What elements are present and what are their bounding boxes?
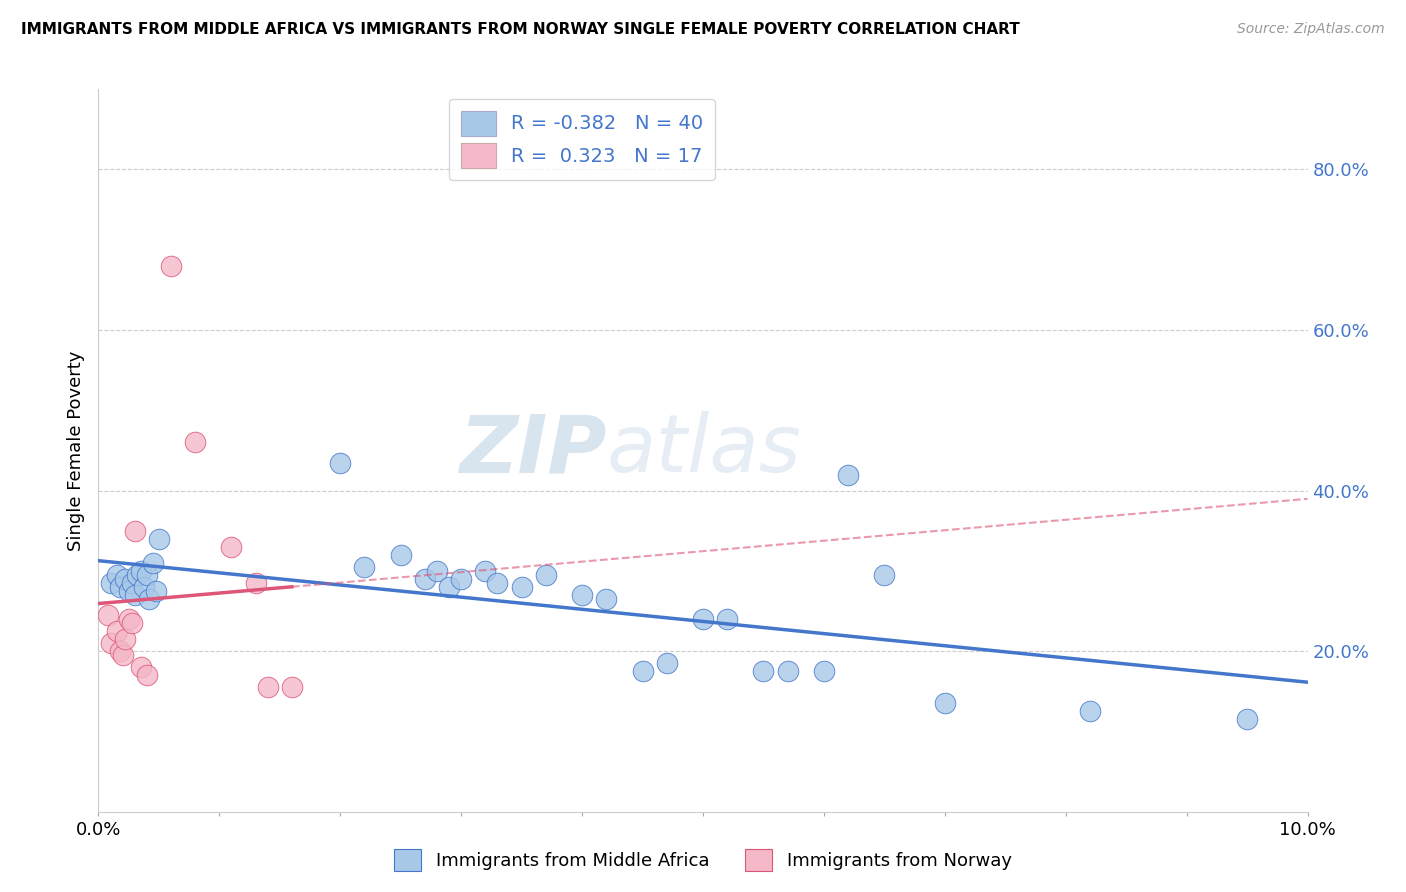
Point <box>873 568 896 582</box>
Point <box>437 580 460 594</box>
Point <box>111 648 134 662</box>
Text: IMMIGRANTS FROM MIDDLE AFRICA VS IMMIGRANTS FROM NORWAY SINGLE FEMALE POVERTY CO: IMMIGRANTS FROM MIDDLE AFRICA VS IMMIGRA… <box>21 22 1019 37</box>
Point <box>138 592 160 607</box>
Y-axis label: Single Female Poverty: Single Female Poverty <box>66 351 84 550</box>
Point <box>534 568 557 582</box>
Point <box>145 583 167 598</box>
Point <box>389 548 412 562</box>
Point <box>426 564 449 578</box>
Point <box>1236 712 1258 726</box>
Text: atlas: atlas <box>606 411 801 490</box>
Point <box>776 664 799 679</box>
Point <box>124 524 146 538</box>
Point <box>329 455 352 469</box>
Point <box>97 608 120 623</box>
Point <box>245 576 267 591</box>
Legend: R = -0.382   N = 40, R =  0.323   N = 17: R = -0.382 N = 40, R = 0.323 N = 17 <box>449 99 716 180</box>
Point <box>100 576 122 591</box>
Point <box>655 657 678 671</box>
Point <box>129 660 152 674</box>
Legend: Immigrants from Middle Africa, Immigrants from Norway: Immigrants from Middle Africa, Immigrant… <box>387 842 1019 879</box>
Point <box>127 568 149 582</box>
Point <box>184 435 207 450</box>
Point <box>486 576 509 591</box>
Point <box>135 568 157 582</box>
Point <box>160 259 183 273</box>
Point <box>108 644 131 658</box>
Point <box>716 612 738 626</box>
Point <box>134 580 156 594</box>
Point <box>105 568 128 582</box>
Point <box>256 680 278 694</box>
Text: ZIP: ZIP <box>458 411 606 490</box>
Point <box>692 612 714 626</box>
Point <box>129 564 152 578</box>
Point <box>510 580 533 594</box>
Point <box>124 588 146 602</box>
Point <box>148 532 170 546</box>
Point <box>450 572 472 586</box>
Point <box>121 615 143 630</box>
Point <box>121 576 143 591</box>
Point <box>118 612 141 626</box>
Point <box>934 696 956 710</box>
Point <box>281 680 304 694</box>
Point <box>100 636 122 650</box>
Point <box>114 572 136 586</box>
Point <box>752 664 775 679</box>
Point <box>135 668 157 682</box>
Point <box>353 560 375 574</box>
Point <box>118 583 141 598</box>
Text: Source: ZipAtlas.com: Source: ZipAtlas.com <box>1237 22 1385 37</box>
Point <box>413 572 436 586</box>
Point <box>474 564 496 578</box>
Point <box>837 467 859 482</box>
Point <box>142 556 165 570</box>
Point <box>105 624 128 639</box>
Point <box>595 592 617 607</box>
Point <box>1078 705 1101 719</box>
Point <box>813 664 835 679</box>
Point <box>631 664 654 679</box>
Point <box>221 540 243 554</box>
Point <box>114 632 136 646</box>
Point <box>571 588 593 602</box>
Point <box>108 580 131 594</box>
